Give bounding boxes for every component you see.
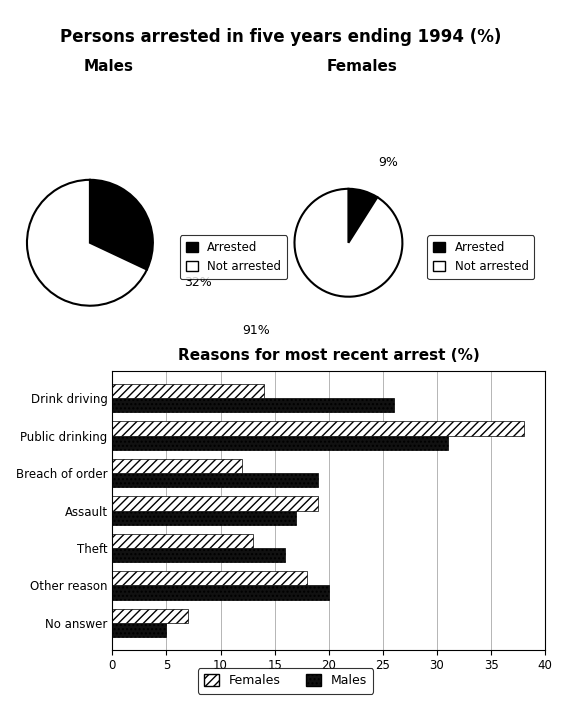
Wedge shape [27,180,147,306]
Bar [112,511,296,525]
Wedge shape [348,188,377,243]
Bar [112,398,393,413]
Bar [112,459,242,473]
Title: Reasons for most recent arrest (%): Reasons for most recent arrest (%) [178,348,479,363]
Bar [112,436,448,450]
Bar [112,585,329,600]
Legend: Arrested, Not arrested: Arrested, Not arrested [428,235,534,279]
Wedge shape [90,180,153,270]
Bar [112,473,318,487]
Bar [112,534,253,548]
Bar [112,421,524,436]
Bar [112,571,307,585]
Bar [112,623,166,637]
Text: Persons arrested in five years ending 1994 (%): Persons arrested in five years ending 19… [60,28,502,46]
Bar [112,384,264,398]
Legend: Females, Males: Females, Males [198,668,373,693]
Text: 9%: 9% [378,156,398,169]
Text: 91%: 91% [242,324,270,337]
Bar [112,548,285,562]
Legend: Arrested, Not arrested: Arrested, Not arrested [180,235,287,279]
Text: Males: Males [83,59,133,74]
Text: 32%: 32% [184,276,212,288]
Text: Females: Females [327,59,397,74]
Bar [112,496,318,511]
Wedge shape [294,188,402,297]
Bar [112,608,188,623]
